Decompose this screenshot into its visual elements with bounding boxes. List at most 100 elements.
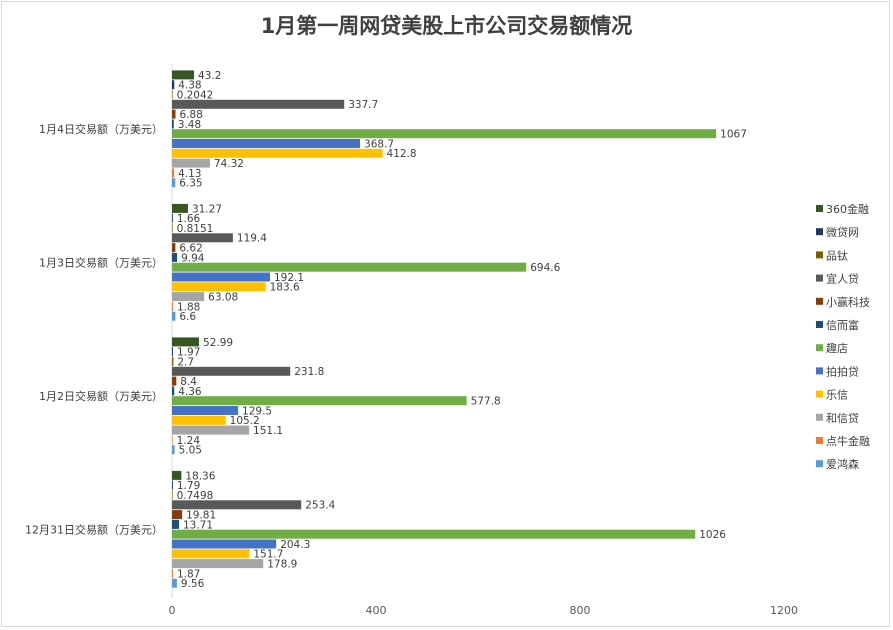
bar (172, 252, 178, 262)
data-label: 2.7 (177, 356, 194, 368)
data-label: 52.99 (203, 337, 233, 349)
data-label: 8.4 (180, 376, 197, 388)
data-label: 9.94 (181, 252, 205, 264)
data-label: 1.79 (177, 480, 200, 492)
data-label: 5.05 (179, 445, 202, 457)
data-label: 119.4 (237, 233, 267, 245)
bar (172, 366, 291, 376)
legend-swatch (816, 413, 823, 421)
legend-swatch (816, 251, 823, 259)
bar (172, 568, 173, 578)
bar (172, 99, 345, 109)
data-label: 1.88 (177, 301, 200, 313)
bar (172, 262, 527, 272)
data-label: 694.6 (530, 262, 560, 274)
legend-label: 微贷网 (826, 225, 859, 239)
data-label: 183.6 (270, 282, 300, 294)
x-tick-label: 800 (570, 604, 591, 617)
bar (172, 386, 175, 396)
data-label: 129.5 (242, 405, 272, 417)
data-label: 31.27 (192, 203, 222, 215)
data-label: 0.2042 (177, 89, 214, 101)
bar (172, 539, 277, 549)
bar (172, 203, 188, 213)
bar (172, 292, 205, 302)
bar (172, 119, 174, 129)
bar (172, 90, 173, 99)
data-label: 19.81 (186, 510, 216, 522)
bar (172, 80, 175, 90)
data-label: 1067 (720, 129, 747, 141)
bar (172, 490, 173, 500)
category-label: 12月31日交易额（万美元） (25, 522, 163, 536)
data-label: 13.71 (183, 519, 213, 531)
data-label: 6.6 (179, 311, 196, 323)
legend-swatch (816, 460, 823, 468)
bar (172, 158, 210, 168)
legend-label: 拍拍贷 (826, 364, 859, 378)
bar (172, 510, 183, 520)
data-label: 9.56 (181, 578, 205, 590)
data-label: 18.36 (185, 470, 215, 482)
bar (172, 223, 173, 233)
data-label: 43.2 (198, 70, 221, 82)
bar (172, 415, 226, 425)
category-label: 1月4日交易额（万美元） (39, 122, 163, 136)
legend-label: 乐信 (826, 389, 848, 402)
data-label: 151.1 (253, 425, 283, 437)
data-label: 337.7 (348, 99, 378, 111)
bar (172, 70, 195, 80)
legend-swatch (816, 274, 823, 282)
bar (172, 301, 173, 311)
bar (172, 500, 302, 510)
bar (172, 109, 176, 119)
legend-label: 360金融 (826, 202, 869, 216)
bar (172, 578, 177, 588)
data-label: 253.4 (305, 500, 335, 512)
x-tick-label: 400 (366, 604, 387, 617)
data-label: 1.24 (177, 435, 201, 447)
bar (172, 425, 250, 435)
bar (172, 272, 270, 282)
bar (172, 129, 717, 139)
data-label: 74.32 (214, 158, 244, 170)
bar (172, 139, 361, 148)
legend-swatch (816, 228, 823, 236)
legend-label: 宜人贷 (826, 272, 859, 286)
legend-swatch (816, 344, 823, 352)
bar (172, 445, 175, 455)
bar (172, 233, 233, 243)
data-label: 192.1 (274, 272, 304, 284)
legend-label: 趣店 (826, 341, 848, 355)
legend-label: 点牛金融 (826, 434, 870, 448)
bar (172, 406, 239, 415)
bar (172, 282, 266, 292)
legend-label: 爱鸿森 (826, 457, 859, 471)
data-label: 412.8 (387, 148, 417, 160)
bar (172, 519, 179, 529)
bar (172, 529, 696, 539)
data-label: 6.35 (179, 178, 202, 190)
data-label: 204.3 (280, 539, 310, 551)
x-tick-label: 0 (169, 604, 176, 617)
data-label: 577.8 (471, 396, 501, 408)
bar (172, 243, 176, 253)
bar (172, 347, 174, 357)
x-tick-label: 1200 (770, 604, 798, 617)
category-label: 1月3日交易额（万美元） (39, 255, 163, 269)
bar (172, 376, 177, 386)
bar (172, 337, 200, 347)
legend-swatch (816, 437, 823, 444)
data-label: 231.8 (294, 366, 324, 378)
bar (172, 480, 173, 490)
legend-label: 小赢科技 (826, 295, 870, 309)
bar (172, 559, 264, 569)
legend-label: 信而富 (826, 318, 859, 332)
legend-swatch (816, 297, 823, 305)
data-label: 3.48 (178, 119, 201, 131)
bar (172, 435, 173, 445)
data-label: 1026 (699, 529, 726, 541)
category-label: 1月2日交易额（万美元） (39, 389, 163, 403)
